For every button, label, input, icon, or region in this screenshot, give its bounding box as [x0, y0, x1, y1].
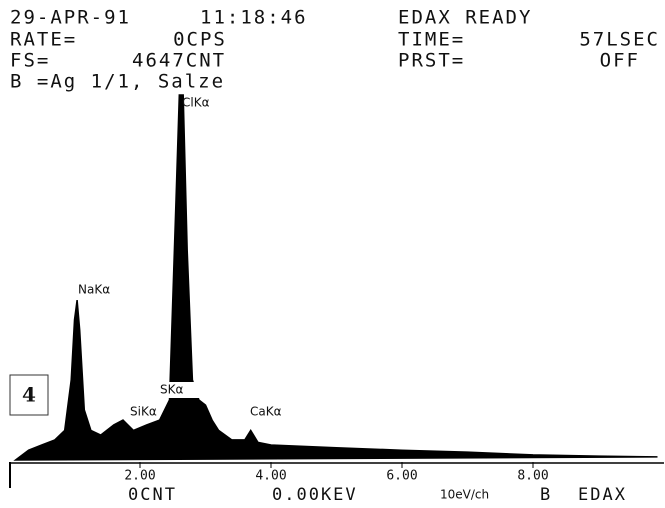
- fs-label: FS=: [10, 50, 50, 72]
- rate-label: RATE=: [10, 29, 77, 51]
- peak-label: SiKα: [130, 405, 157, 419]
- peak-label: ClKα: [182, 96, 210, 110]
- footer-energy: 0.00KEV: [272, 485, 358, 505]
- peak-label: CaKα: [250, 405, 282, 419]
- status: EDAX READY: [398, 7, 532, 29]
- rate: 0CPS: [173, 29, 227, 51]
- live-time: 57LSEC: [579, 29, 660, 51]
- x-tick-label: 6.00: [386, 469, 417, 484]
- x-tick-label: 2.00: [124, 469, 155, 484]
- panel-box: [9, 374, 49, 416]
- time-label: TIME=: [398, 29, 465, 51]
- label-box: [158, 382, 202, 398]
- footer-counts: 0CNT: [128, 485, 177, 505]
- time: 11:18:46: [200, 7, 308, 29]
- fs: 4647CNT: [132, 50, 226, 72]
- x-tick-label: 4.00: [255, 469, 286, 484]
- footer-buffer: B: [540, 485, 552, 505]
- prst-label: PRST=: [398, 50, 465, 72]
- peak-label: SKα: [160, 383, 183, 397]
- date: 29-APR-91: [10, 7, 131, 29]
- peak-label: NaKα: [78, 283, 110, 297]
- footer-brand: EDAX: [578, 485, 627, 505]
- panel-number: 4: [22, 383, 36, 407]
- x-tick-label: 8.00: [517, 469, 548, 484]
- spectrum: [13, 94, 658, 461]
- prst: OFF: [600, 50, 640, 72]
- sample: B =Ag 1/1, Salze: [10, 71, 225, 93]
- footer-scale: 10eV/ch: [440, 488, 489, 502]
